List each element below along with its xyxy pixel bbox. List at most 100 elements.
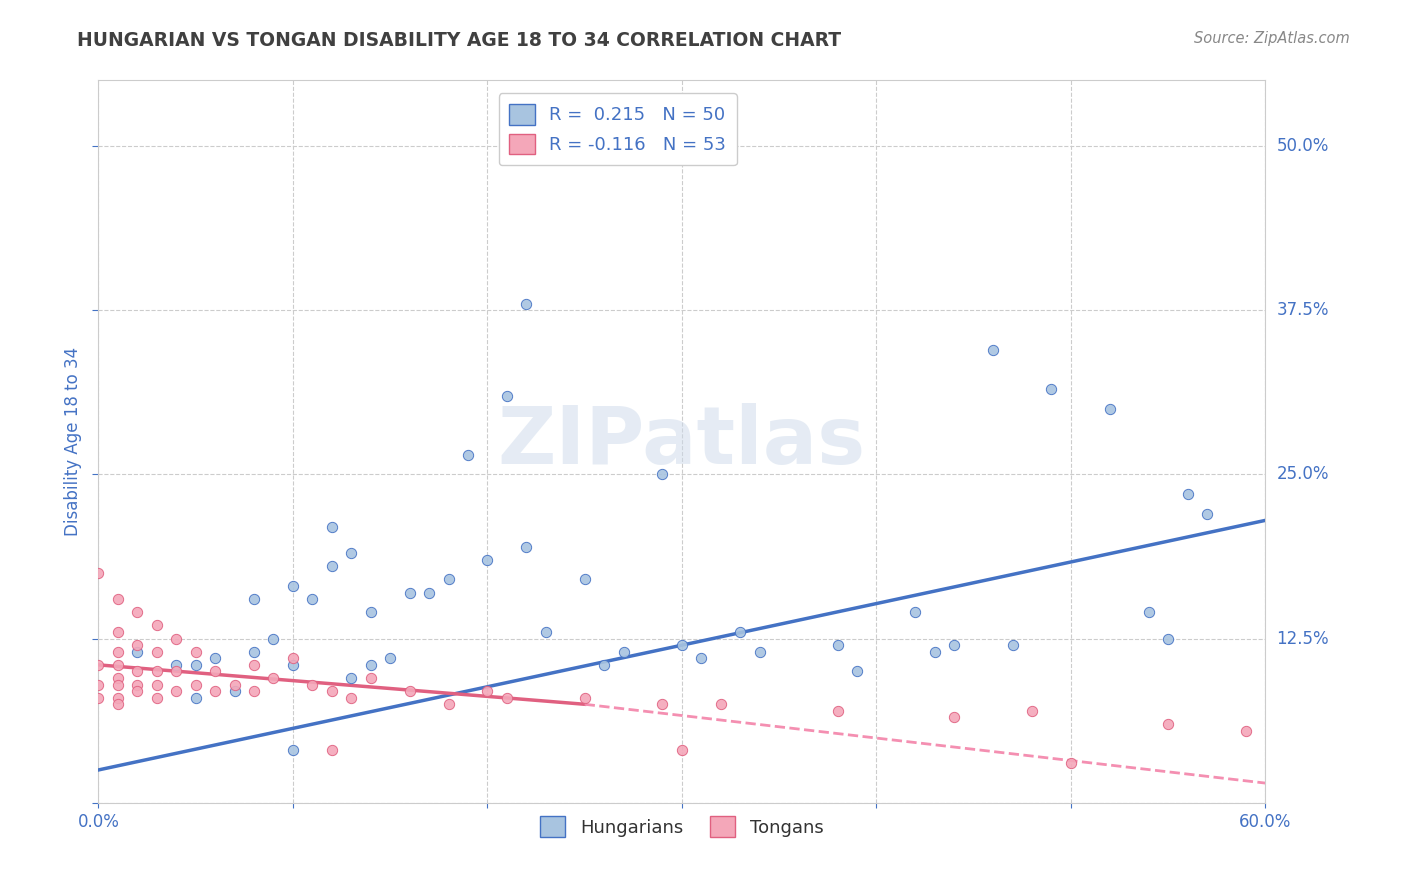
Point	[690, 651, 713, 665]
Text: Source: ZipAtlas.com: Source: ZipAtlas.com	[1194, 31, 1350, 46]
Point	[846, 665, 869, 679]
Point	[107, 592, 129, 607]
Point	[340, 671, 363, 685]
Point	[127, 605, 149, 619]
Text: 37.5%: 37.5%	[1277, 301, 1329, 319]
Point	[496, 388, 519, 402]
Point	[380, 651, 402, 665]
Point	[107, 625, 129, 640]
Point	[418, 585, 440, 599]
Point	[613, 645, 636, 659]
Point	[127, 645, 149, 659]
Point	[224, 677, 246, 691]
Point	[262, 632, 284, 646]
Point	[146, 665, 169, 679]
Point	[437, 698, 460, 712]
Point	[204, 684, 226, 698]
Point	[127, 665, 149, 679]
Point	[515, 296, 537, 310]
Point	[457, 448, 479, 462]
Point	[730, 625, 752, 640]
Point	[107, 698, 129, 712]
Y-axis label: Disability Age 18 to 34: Disability Age 18 to 34	[63, 347, 82, 536]
Text: 12.5%: 12.5%	[1277, 630, 1329, 648]
Point	[146, 645, 169, 659]
Point	[321, 743, 343, 757]
Point	[1234, 723, 1257, 738]
Point	[243, 645, 266, 659]
Point	[1021, 704, 1043, 718]
Point	[184, 690, 207, 705]
Point	[593, 657, 616, 672]
Point	[1157, 632, 1180, 646]
Point	[107, 690, 129, 705]
Text: 25.0%: 25.0%	[1277, 466, 1329, 483]
Point	[1177, 487, 1199, 501]
Point	[340, 690, 363, 705]
Point	[1060, 756, 1083, 771]
Point	[515, 540, 537, 554]
Point	[398, 684, 420, 698]
Point	[321, 559, 343, 574]
Point	[87, 677, 110, 691]
Point	[1195, 507, 1218, 521]
Point	[1098, 401, 1121, 416]
Legend: Hungarians, Tongans: Hungarians, Tongans	[533, 809, 831, 845]
Point	[146, 677, 169, 691]
Text: 50.0%: 50.0%	[1277, 137, 1329, 155]
Point	[165, 684, 187, 698]
Point	[904, 605, 927, 619]
Point	[1001, 638, 1024, 652]
Point	[827, 638, 849, 652]
Point	[710, 698, 733, 712]
Point	[671, 638, 693, 652]
Point	[243, 592, 266, 607]
Point	[651, 467, 673, 482]
Point	[184, 677, 207, 691]
Point	[165, 665, 187, 679]
Point	[827, 704, 849, 718]
Point	[943, 710, 966, 724]
Point	[107, 657, 129, 672]
Point	[1157, 717, 1180, 731]
Point	[574, 690, 596, 705]
Point	[398, 585, 420, 599]
Text: ZIPatlas: ZIPatlas	[498, 402, 866, 481]
Point	[204, 651, 226, 665]
Point	[748, 645, 770, 659]
Point	[321, 684, 343, 698]
Point	[262, 671, 284, 685]
Point	[107, 645, 129, 659]
Point	[981, 343, 1004, 357]
Point	[107, 677, 129, 691]
Point	[924, 645, 946, 659]
Point	[281, 579, 304, 593]
Point	[107, 671, 129, 685]
Point	[360, 671, 382, 685]
Point	[243, 657, 266, 672]
Point	[184, 657, 207, 672]
Point	[281, 743, 304, 757]
Text: HUNGARIAN VS TONGAN DISABILITY AGE 18 TO 34 CORRELATION CHART: HUNGARIAN VS TONGAN DISABILITY AGE 18 TO…	[77, 31, 841, 50]
Point	[301, 592, 323, 607]
Point	[496, 690, 519, 705]
Point	[943, 638, 966, 652]
Point	[87, 566, 110, 580]
Point	[281, 657, 304, 672]
Point	[127, 638, 149, 652]
Point	[165, 657, 187, 672]
Point	[127, 684, 149, 698]
Point	[477, 553, 499, 567]
Point	[204, 665, 226, 679]
Point	[281, 651, 304, 665]
Point	[437, 573, 460, 587]
Point	[671, 743, 693, 757]
Point	[87, 690, 110, 705]
Point	[477, 684, 499, 698]
Point	[360, 605, 382, 619]
Point	[184, 645, 207, 659]
Point	[243, 684, 266, 698]
Point	[224, 684, 246, 698]
Point	[146, 618, 169, 632]
Point	[146, 690, 169, 705]
